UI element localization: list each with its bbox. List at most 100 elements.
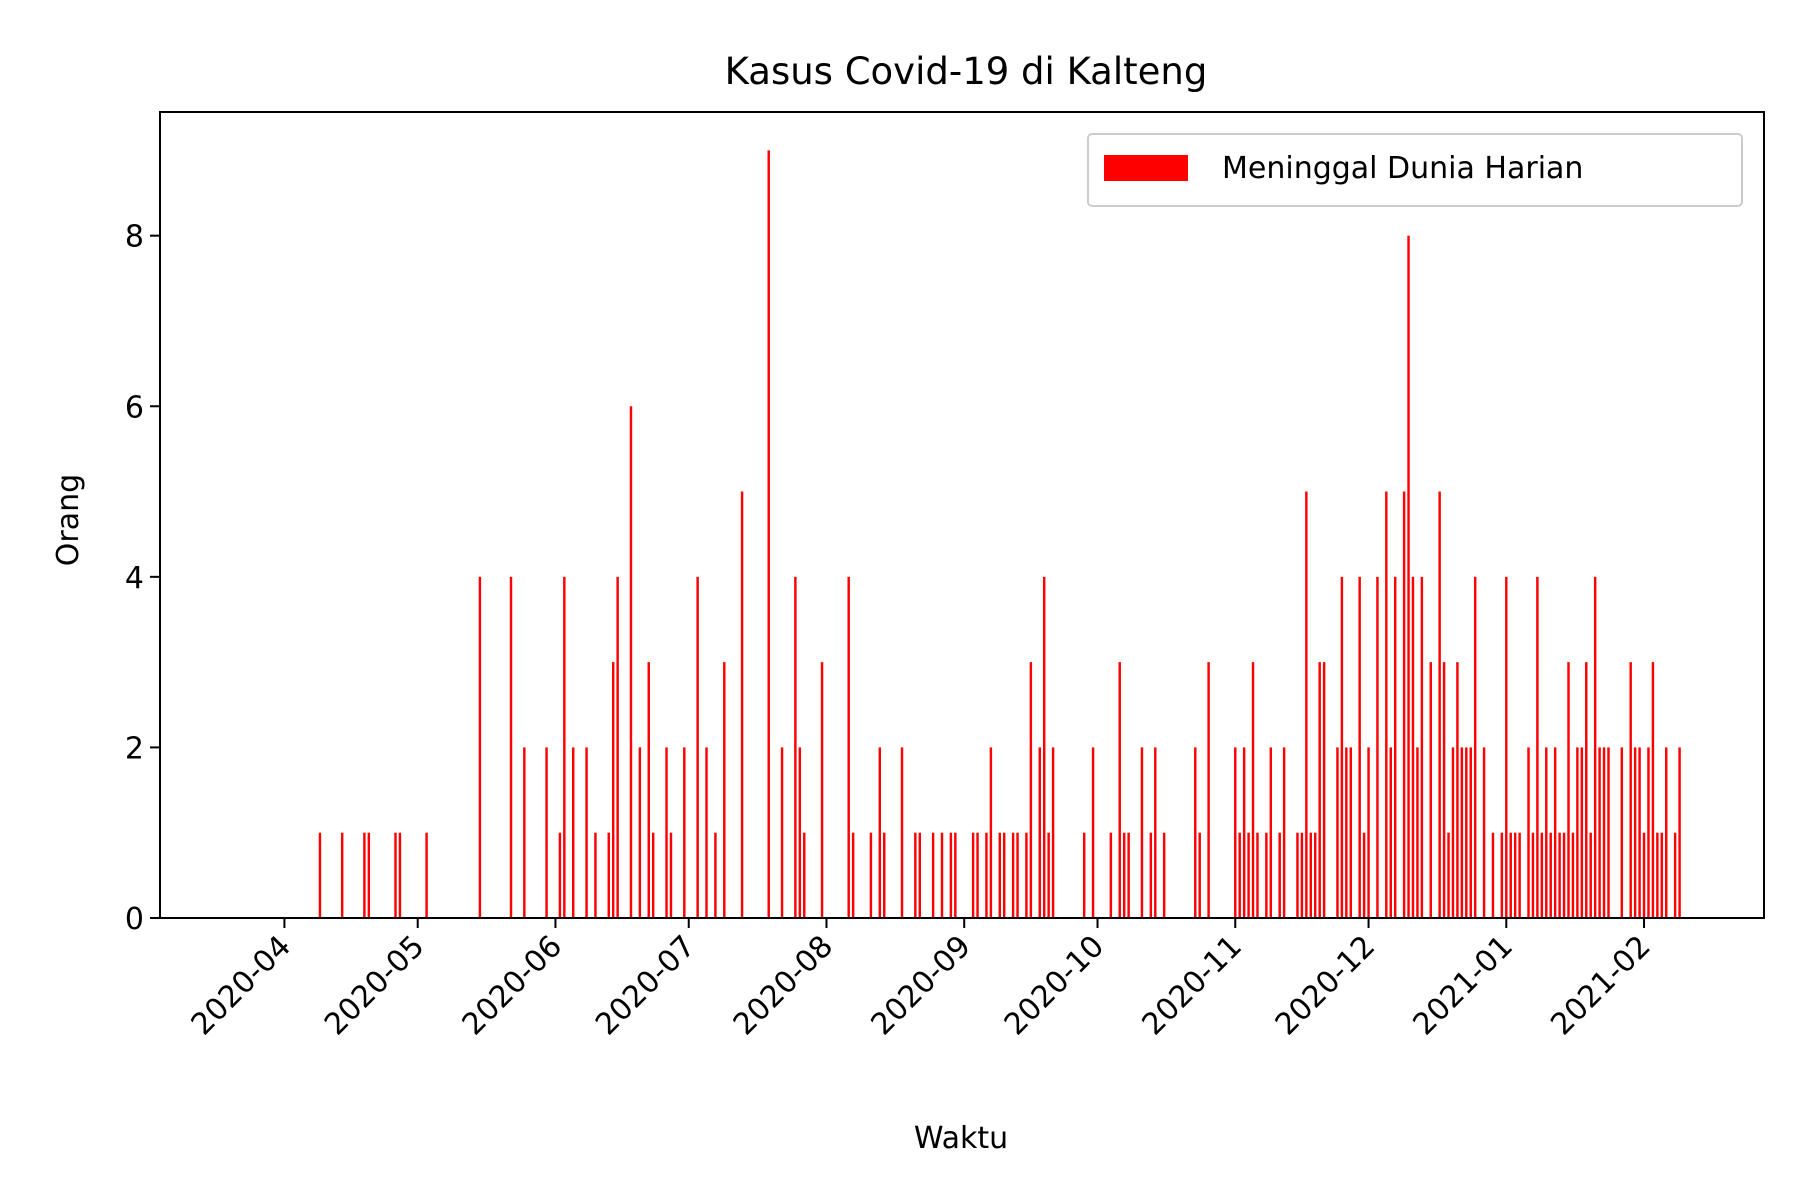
y-tick-label: 6 <box>125 390 144 425</box>
bar <box>1447 832 1450 918</box>
bar <box>1558 832 1561 918</box>
bar <box>1247 832 1250 918</box>
bar <box>931 832 935 918</box>
bar <box>1154 747 1157 918</box>
bar <box>563 576 566 918</box>
bar <box>1002 832 1006 918</box>
bar <box>1416 747 1419 918</box>
bar <box>1536 576 1539 918</box>
bar <box>1660 832 1664 918</box>
bar <box>1322 662 1326 918</box>
bar <box>976 832 979 918</box>
bar <box>1673 832 1677 918</box>
bar <box>1562 832 1566 918</box>
bar <box>740 491 744 918</box>
bar <box>545 747 548 918</box>
bar <box>1038 747 1041 918</box>
y-tick-label: 0 <box>125 902 144 937</box>
bar <box>1389 747 1392 918</box>
bar <box>798 747 802 918</box>
bar <box>989 747 993 918</box>
bar <box>878 747 882 918</box>
bar <box>1296 832 1299 918</box>
bar <box>651 832 655 918</box>
bar <box>780 747 784 918</box>
bar <box>869 832 873 918</box>
bar <box>1420 576 1424 918</box>
bar <box>1029 662 1033 918</box>
bar <box>1149 832 1153 918</box>
bar <box>1385 491 1388 918</box>
bar <box>1629 662 1632 918</box>
bar <box>394 832 397 918</box>
bar <box>1513 832 1517 918</box>
legend-frame <box>1087 133 1743 207</box>
bar <box>1118 662 1121 918</box>
bar <box>594 832 597 918</box>
bar <box>1051 747 1055 918</box>
plot-frame <box>159 111 1765 919</box>
y-tick-label: 4 <box>125 561 144 596</box>
bar <box>1585 662 1588 918</box>
bar <box>683 747 686 918</box>
bar <box>572 747 575 918</box>
bar <box>318 832 322 918</box>
bar <box>363 832 366 918</box>
bar <box>1527 747 1530 918</box>
bar <box>1358 576 1361 918</box>
bar <box>985 832 988 918</box>
bar <box>1278 832 1281 918</box>
bar <box>1336 747 1339 918</box>
bar <box>1473 576 1477 918</box>
bar <box>1567 662 1570 918</box>
bar <box>1265 832 1268 918</box>
bar <box>1633 747 1637 918</box>
bar <box>900 747 904 918</box>
bar <box>1127 832 1130 918</box>
bar <box>1465 747 1468 918</box>
bar <box>1580 747 1584 918</box>
bar <box>647 662 650 918</box>
bar <box>1242 747 1246 918</box>
bar <box>820 662 824 918</box>
bar <box>714 832 717 918</box>
bar <box>1456 662 1459 918</box>
bar <box>1269 747 1273 918</box>
bar <box>367 832 371 918</box>
bar <box>1011 832 1015 918</box>
y-tick-label: 8 <box>125 220 144 255</box>
bar <box>1016 832 1019 918</box>
bar <box>1198 832 1201 918</box>
bar <box>1318 662 1321 918</box>
bar <box>1531 832 1535 918</box>
y-tick-label: 2 <box>125 731 144 766</box>
bar <box>340 832 344 918</box>
bar <box>1082 832 1086 918</box>
bar <box>794 576 797 918</box>
chart-title: Kasus Covid-19 di Kalteng <box>725 50 1208 93</box>
bar <box>949 832 953 918</box>
bar <box>1207 662 1210 918</box>
bar <box>1091 747 1095 918</box>
bar <box>1549 832 1552 918</box>
bar <box>1642 832 1646 918</box>
bar <box>1540 832 1544 918</box>
bar <box>1638 747 1641 918</box>
y-axis-ticks: 0 2 4 6 8 <box>125 220 160 937</box>
bar <box>638 747 642 918</box>
bar <box>1665 747 1668 918</box>
bar <box>1656 832 1659 918</box>
legend-label: Meninggal Dunia Harian <box>1222 151 1583 186</box>
bar <box>1314 832 1317 918</box>
bar <box>851 832 855 918</box>
bar <box>723 662 726 918</box>
bar <box>1509 832 1512 918</box>
bar <box>1042 576 1046 918</box>
bar <box>1442 662 1446 918</box>
bar <box>1602 747 1606 918</box>
bar <box>665 747 668 918</box>
bar <box>1025 832 1028 918</box>
bar <box>1393 576 1397 918</box>
